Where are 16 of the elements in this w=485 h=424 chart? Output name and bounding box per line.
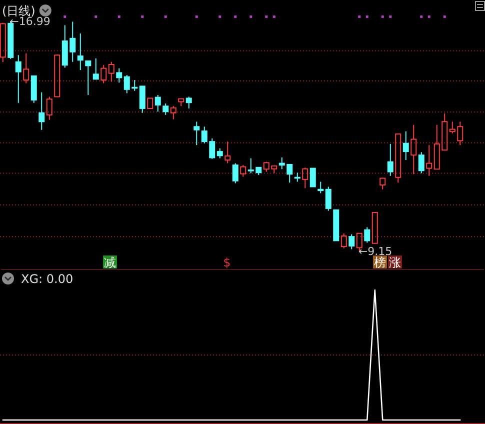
chart-title: XG: 0.00: [21, 272, 74, 286]
candlestick: [224, 141, 231, 164]
candlestick: [410, 124, 417, 175]
annotation: 涨: [389, 256, 401, 270]
annotation: 减: [104, 256, 116, 270]
candlestick: [194, 121, 200, 146]
candlestick: [15, 54, 22, 104]
candlestick: [426, 144, 432, 176]
annotation: ←9.15: [358, 244, 392, 258]
annotation: 榜: [374, 256, 386, 270]
annotation: $: [223, 256, 231, 270]
candlestick: [402, 130, 409, 161]
annotation: ←16.99: [10, 15, 50, 28]
candlestick: [38, 92, 45, 130]
candlestick: [77, 32, 84, 71]
chart-title: (日线): [2, 4, 36, 18]
